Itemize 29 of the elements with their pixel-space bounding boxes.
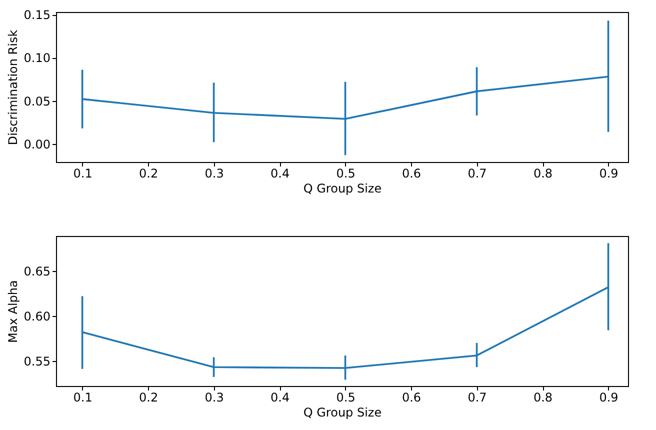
y-tick-label: 0.65 [24,264,50,279]
x-tick-label: 0.6 [402,390,422,404]
y-tick-label: 0.60 [24,309,50,324]
y-tick-label: 0.05 [24,94,50,108]
x-tick-label: 0.2 [139,390,158,404]
x-tick-label: 0.1 [73,390,92,404]
x-axis-title: Q Group Size [303,406,382,420]
x-tick-label: 0.6 [402,166,422,180]
x-tick-label: 0.9 [599,166,618,180]
x-tick-label: 0.3 [204,390,224,404]
x-tick-label: 0.7 [468,390,487,404]
x-tick-label: 0.7 [468,166,487,180]
x-tick-label: 0.5 [336,390,356,404]
x-tick-label: 0.8 [533,166,553,180]
y-axis-title: Discrimination Risk [6,30,20,146]
y-axis-title: Max Alpha [6,280,20,343]
x-axis-title: Q Group Size [303,182,382,196]
x-tick-label: 0.5 [336,166,356,180]
x-tick-label: 0.9 [599,390,618,404]
x-tick-label: 0.3 [204,166,224,180]
x-tick-label: 0.4 [270,166,290,180]
y-tick-label: 0.15 [24,8,50,22]
x-tick-label: 0.4 [270,390,290,404]
y-tick-label: 0.00 [24,137,50,152]
x-tick-label: 0.1 [73,166,92,180]
y-tick-label: 0.10 [24,51,50,66]
x-tick-label: 0.2 [139,166,158,180]
y-tick-label: 0.55 [24,354,50,368]
x-tick-label: 0.8 [533,390,553,404]
